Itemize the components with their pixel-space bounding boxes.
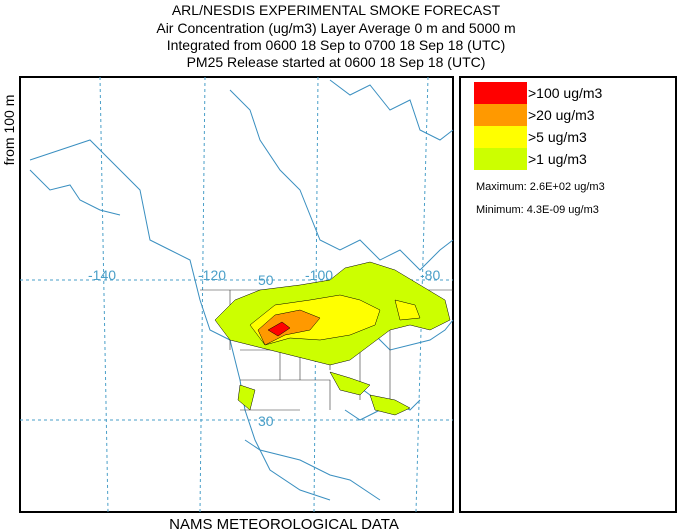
graticule-label: 50: [258, 272, 274, 288]
subtitle-line: Integrated from 0600 18 Sep to 0700 18 S…: [167, 37, 506, 53]
graticule-label: 30: [258, 413, 274, 429]
maximum-note: Maximum: 2.6E+02 ug/m3: [476, 181, 605, 193]
legend-label: >1 ug/m3: [528, 151, 587, 167]
coastline: [29, 169, 121, 216]
subtitle-line: PM25 Release started at 0600 18 Sep 18 (…: [187, 54, 486, 70]
graticule-label: -140: [88, 267, 116, 283]
subtitle-line: Air Concentration (ug/m3) Layer Average …: [156, 20, 515, 36]
graticule-labels: -140 -120 50 -100 -80 30: [88, 267, 440, 429]
legend-label: >100 ug/m3: [528, 85, 603, 101]
legend-label: >5 ug/m3: [528, 129, 587, 145]
legend: Maximum: 2.6E+02 ug/m3 Minimum: 4.3E-09 …: [459, 76, 677, 513]
graticule-label: -80: [420, 267, 440, 283]
smoke-gt1: [237, 371, 411, 416]
footer: NAMS METEOROLOGICAL DATA: [169, 516, 399, 532]
graticule-label: -120: [198, 267, 226, 283]
legend-label: >20 ug/m3: [528, 107, 595, 123]
map: -140 -120 50 -100 -80 30: [19, 76, 454, 513]
minimum-note: Minimum: 4.3E-09 ug/m3: [476, 204, 599, 216]
smoke-gt100: [267, 321, 291, 337]
legend-swatch: [474, 126, 527, 148]
legend-swatch: [474, 148, 527, 170]
side-label: from 100 m: [1, 95, 17, 166]
legend-swatch: [474, 82, 527, 104]
coastline: [229, 89, 454, 271]
coastline: [244, 439, 381, 501]
legend-swatch: [474, 104, 527, 126]
title: ARL/NESDIS EXPERIMENTAL SMOKE FORECAST: [172, 2, 501, 18]
coastline: [329, 79, 454, 141]
graticule-label: -100: [305, 267, 333, 283]
graticule: [20, 76, 453, 513]
